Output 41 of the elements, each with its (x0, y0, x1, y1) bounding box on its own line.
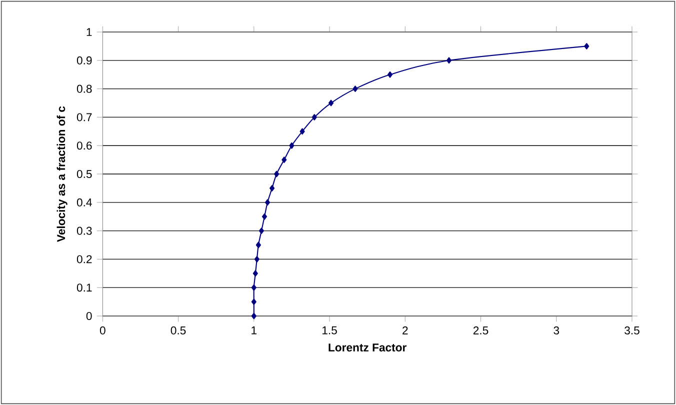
x-axis-title: Lorentz Factor (328, 344, 407, 352)
x-tick-label: 2 (402, 326, 408, 334)
point (446, 57, 452, 64)
point (262, 213, 268, 220)
y-tick-label: 0.3 (76, 226, 92, 235)
y-tick-label: 1 (86, 28, 92, 36)
y-tick-label: 0.6 (76, 142, 92, 150)
x-tick-label: 2.5 (473, 326, 488, 334)
point (352, 86, 358, 92)
y-tick-label: 0.7 (76, 113, 92, 122)
point (328, 100, 334, 106)
y-tick-label: 0.9 (76, 56, 92, 64)
y-tick-label: 0 (86, 312, 92, 320)
point (300, 128, 305, 135)
x-tick-label: 1.5 (322, 326, 337, 334)
point (289, 142, 294, 149)
point (264, 199, 270, 206)
point (387, 71, 393, 78)
point (251, 312, 256, 320)
point (270, 185, 275, 192)
point (251, 298, 256, 306)
point (584, 43, 590, 50)
y-tick-label: 0.2 (76, 255, 92, 264)
x-tick-label: 3.5 (624, 326, 640, 334)
y-tick-label: 0.5 (76, 170, 92, 178)
point (274, 170, 280, 178)
y-tick-label: 0.1 (76, 284, 92, 292)
x-tick-label: 0 (100, 326, 106, 334)
point (256, 242, 261, 248)
x-tick-label: 0.5 (170, 326, 186, 334)
point (252, 270, 258, 277)
point (254, 256, 260, 262)
point (282, 156, 287, 164)
y-tick-label: 0.4 (76, 198, 92, 206)
point (312, 114, 317, 120)
y-axis-title: Velocity as a fraction of c (56, 106, 68, 242)
x-tick-label: 3 (554, 326, 560, 334)
point (258, 228, 264, 234)
point (251, 284, 256, 291)
x-tick-label: 1 (252, 326, 257, 334)
y-tick-label: 0.8 (76, 84, 92, 93)
